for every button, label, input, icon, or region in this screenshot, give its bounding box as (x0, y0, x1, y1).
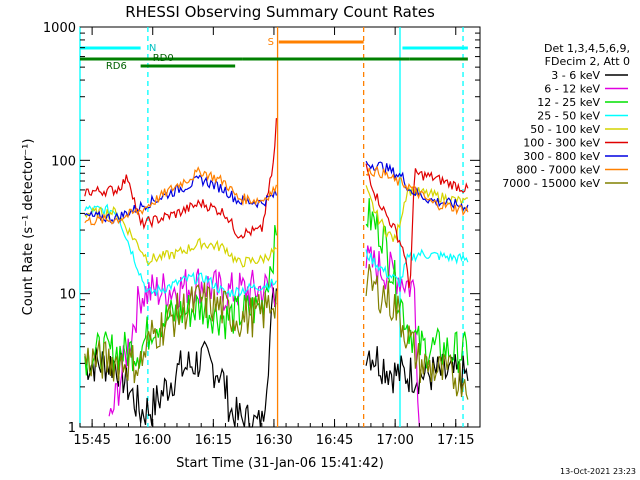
x-tick-label-3: 16:30 (255, 433, 292, 448)
series-line-7-seg-1 (365, 165, 469, 216)
legend-label-7: 800 - 7000 keV (516, 164, 600, 177)
legend-header-0: Det 1,3,4,5,6,9, (544, 42, 630, 55)
series-line-0-seg-0 (84, 287, 277, 428)
legend-label-3: 25 - 50 keV (537, 110, 600, 123)
y-tick-label-3: 1000 (43, 21, 76, 36)
x-tick-label-2: 16:15 (195, 433, 232, 448)
legend-label-4: 50 - 100 keV (530, 123, 600, 136)
y-axis-ticks: 1 10 100 1000 (43, 21, 480, 436)
x-tick-label-5: 17:00 (376, 433, 413, 448)
x-axis-label: Start Time (31-Jan-06 15:41:42) (176, 456, 384, 471)
series-line-7-seg-0 (84, 166, 277, 226)
legend-label-5: 100 - 300 keV (523, 137, 600, 150)
x-tick-label-0: 15:45 (73, 433, 110, 448)
legend-header-1: FDecim 2, Att 0 (545, 55, 630, 68)
flag-label-s: S (268, 37, 274, 48)
legend-label-8: 7000 - 15000 keV (502, 177, 600, 190)
flag-label-rd6: RD6 (106, 61, 127, 72)
series-line-5-seg-1 (365, 163, 469, 289)
vertical-markers (79, 27, 464, 427)
y-tick-label-2: 100 (51, 154, 76, 169)
legend-label-1: 6 - 12 keV (544, 83, 600, 96)
series-line-3-seg-1 (365, 248, 469, 288)
chart-title: RHESSI Observing Summary Count Rates (125, 3, 435, 21)
series-line-8-seg-0 (84, 282, 277, 384)
y-tick-label-0: 1 (68, 421, 76, 436)
series-line-1-seg-1 (365, 245, 420, 428)
flag-label-rd0: RD0 (153, 53, 174, 64)
series-line-2-seg-1 (365, 198, 469, 373)
legend-label-2: 12 - 25 keV (537, 96, 600, 109)
series-line-2-seg-0 (84, 225, 277, 376)
series-line-5-seg-0 (84, 118, 277, 239)
x-tick-label-6: 17:15 (437, 433, 474, 448)
legend-label-0: 3 - 6 keV (551, 69, 600, 82)
series-line-1-seg-0 (108, 268, 277, 417)
series-line-6-seg-1 (365, 160, 469, 212)
series-lines (84, 118, 469, 428)
legend: Det 1,3,4,5,6,9,FDecim 2, Att 03 - 6 keV… (502, 42, 630, 190)
series-line-6-seg-0 (84, 174, 277, 224)
y-axis-label: Count Rate (s⁻¹ detector⁻¹) (21, 139, 36, 316)
timestamp: 13-Oct-2021 23:23 (560, 467, 636, 476)
x-tick-label-1: 16:00 (134, 433, 171, 448)
series-line-4-seg-0 (84, 205, 277, 268)
flag-label-n: N (149, 43, 156, 54)
x-tick-label-4: 16:45 (316, 433, 353, 448)
series-line-8-seg-1 (365, 263, 469, 400)
y-tick-label-1: 10 (59, 288, 76, 303)
x-axis-ticks: 15:45 16:00 16:15 16:30 16:45 17:00 17:15 (73, 27, 481, 448)
legend-label-6: 300 - 800 keV (523, 150, 600, 163)
